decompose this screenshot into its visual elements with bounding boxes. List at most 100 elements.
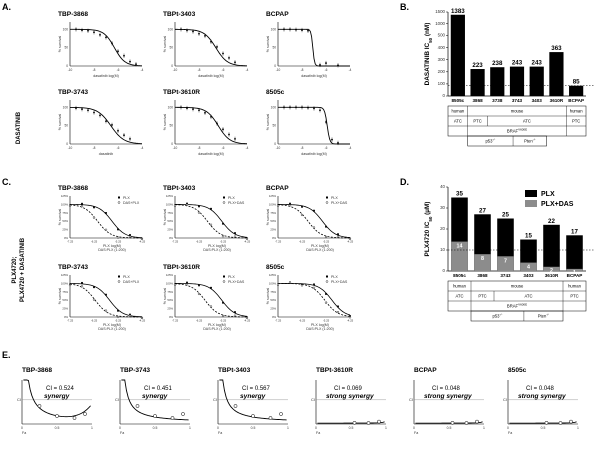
category-label: 8505c <box>451 98 464 103</box>
x-tick-label: 0.5 <box>55 426 60 430</box>
y-tick-label: 500 <box>438 33 446 38</box>
table-type: ATC <box>523 119 531 124</box>
data-point-plx <box>222 301 224 304</box>
table-braf-superscript: V600E <box>518 303 527 307</box>
plot-title: TBP-3743 <box>58 264 88 271</box>
data-point-plx <box>81 202 83 205</box>
y-tick-label: 50% <box>167 298 173 302</box>
x-tick-label: -7.25 <box>172 319 179 323</box>
ci-data-point <box>544 420 549 425</box>
data-point-plx <box>81 281 83 284</box>
x-tick-label: 0.5 <box>251 426 256 430</box>
x-tick-label: -6 <box>117 146 120 150</box>
y-axis-label: CI <box>115 397 119 402</box>
category-label: 3610R <box>545 273 559 278</box>
y-tick-label: 200 <box>438 69 446 74</box>
y-axis-label: % survival <box>58 114 62 131</box>
legend-marker-plx <box>118 196 120 199</box>
table-type: ATC <box>524 294 532 299</box>
y-tick-label: 75% <box>270 290 276 294</box>
table-species: mouse <box>511 109 524 114</box>
y-tick-label: 0 <box>66 142 68 146</box>
x-axis-label-top: PLX log(M) <box>311 323 329 327</box>
table-species: human <box>568 284 581 289</box>
y-tick-label: 125% <box>269 273 277 277</box>
x-tick-label: 1 <box>91 426 93 430</box>
x-tick-label: -4 <box>349 68 352 72</box>
ci-data-point <box>366 421 371 425</box>
table-species: human <box>451 109 464 114</box>
data-point-plx <box>186 202 188 205</box>
y-tick-label: 30 <box>440 205 445 210</box>
data-point-combo <box>128 235 132 238</box>
bar-value-label: 35 <box>456 191 463 198</box>
plot-title: TBPt-3610R <box>163 89 200 96</box>
data-point-combo <box>336 310 340 314</box>
x-axis-label: Fa <box>22 431 26 435</box>
y-axis-label: % survival <box>163 36 167 53</box>
legend-label: DAS+PLX <box>123 280 140 284</box>
bar-value-label: 243 <box>512 60 523 67</box>
y-axis-label: CI <box>213 397 217 402</box>
genotype-border <box>467 135 547 147</box>
table-type: PTC <box>572 119 580 124</box>
data-point-plx <box>105 212 107 214</box>
y-tick-label: 25% <box>270 228 276 232</box>
y-tick-label: 100 <box>63 27 69 31</box>
ci-data-point <box>475 419 479 424</box>
panel-label-e: E. <box>2 350 11 360</box>
y-tick-label: 50 <box>272 124 276 128</box>
x-tick-label: -7.25 <box>67 240 74 244</box>
y-tick-label: 125% <box>166 194 174 198</box>
data-point-plx <box>234 311 236 313</box>
y-axis-label: CI <box>409 397 413 402</box>
x-axis-label-top: PLX log(M) <box>103 244 121 248</box>
x-tick-label: -10 <box>173 68 178 72</box>
data-point-combo <box>68 283 72 287</box>
y-tick-label: 100% <box>166 202 174 206</box>
y-tick-label: 1000 <box>435 21 445 26</box>
x-tick-label: -6.25 <box>196 240 203 244</box>
y-tick-label: 25% <box>62 307 68 311</box>
y-tick-label: 0 <box>274 142 276 146</box>
y-tick-label: 50 <box>169 46 173 50</box>
fit-curve-plx <box>69 283 143 318</box>
data-point-combo <box>336 235 340 238</box>
x-tick-label: -10 <box>68 146 73 150</box>
data-point-plx <box>210 286 212 289</box>
y-axis-label: DASATINIB IC50 (nM) <box>424 23 433 86</box>
ci-value: CI = 0.048 <box>526 386 555 392</box>
ci-value: CI = 0.524 <box>46 386 75 392</box>
y-tick-label: 100 <box>438 81 446 86</box>
y-tick-label: 75% <box>270 211 276 215</box>
y-tick-label: 100 <box>271 27 277 31</box>
table-genotype: p53-/- <box>485 138 495 144</box>
x-axis-label-top: PLX log(M) <box>311 244 329 248</box>
x-tick-label: 1 <box>577 426 579 430</box>
data-point-combo <box>68 204 72 207</box>
x-tick-label: -6 <box>325 146 328 150</box>
data-point-combo <box>233 235 237 238</box>
data-point-combo <box>276 204 280 207</box>
fit-curve <box>278 28 350 67</box>
ci-curve <box>415 421 483 424</box>
y-tick-label: 50% <box>62 298 68 302</box>
ci-data-point <box>251 414 255 418</box>
x-axis-label: Fa <box>414 431 418 435</box>
x-tick-label: -6 <box>222 146 225 150</box>
y-tick-label: 0 <box>66 64 68 68</box>
category-label: 3743 <box>512 98 523 103</box>
y-axis-label-subscript: 50 <box>428 37 433 43</box>
x-tick-label: -6.25 <box>91 240 98 244</box>
y-tick-label: 0% <box>64 315 69 319</box>
x-tick-label: -5.25 <box>323 240 330 244</box>
y-tick-label: 100% <box>269 202 277 206</box>
x-tick-label: 0 <box>119 426 121 430</box>
x-axis-label-bottom: DAS:PLX (1:200) <box>306 327 334 331</box>
x-tick-label: -5.25 <box>115 319 122 323</box>
x-tick-label: -4 <box>141 146 144 150</box>
y-tick-label: 0 <box>171 142 173 146</box>
table-type: PTC <box>478 294 486 299</box>
y-tick-label: 0 <box>443 93 446 98</box>
